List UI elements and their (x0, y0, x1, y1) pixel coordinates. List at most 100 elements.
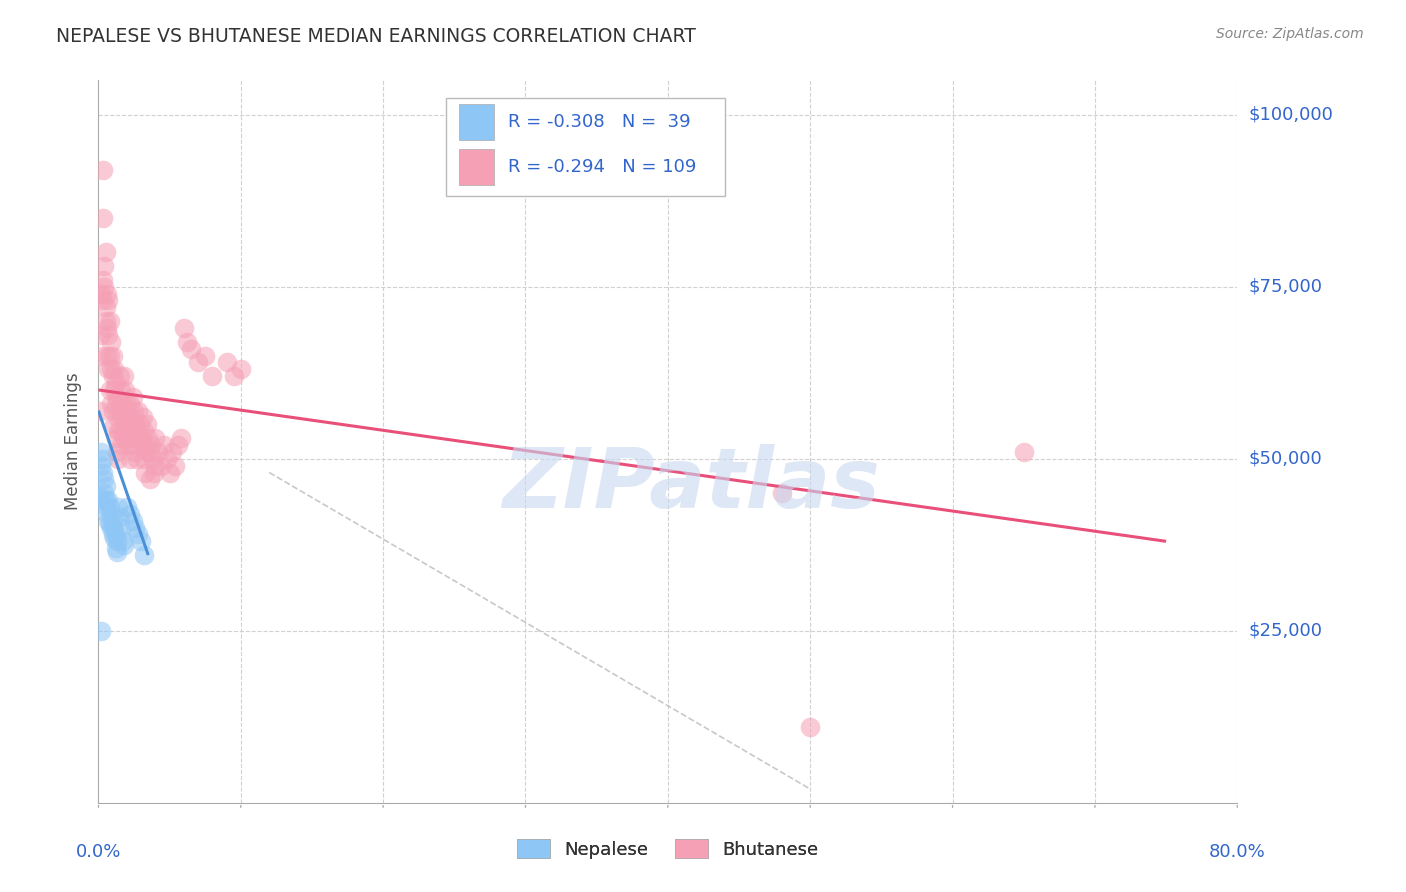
Point (134, 466, 156, 480)
Text: $75,000: $75,000 (1249, 277, 1323, 296)
Text: Source: ZipAtlas.com: Source: ZipAtlas.com (1216, 27, 1364, 41)
Point (89, 403, 111, 417)
Point (110, 383, 132, 397)
Point (138, 472, 160, 486)
Point (141, 451, 163, 466)
Point (107, 403, 129, 417)
Point (111, 424, 134, 438)
Point (105, 534, 128, 549)
Point (108, 397, 131, 411)
Text: ZIPatlas: ZIPatlas (502, 444, 880, 525)
Point (104, 376, 127, 390)
Point (128, 417, 150, 432)
Point (105, 410, 128, 425)
Point (108, 424, 131, 438)
Point (89, 493, 111, 508)
Point (148, 445, 170, 459)
Point (131, 438, 153, 452)
Point (105, 544, 128, 558)
Point (187, 355, 209, 369)
Point (112, 403, 135, 417)
Point (105, 445, 128, 459)
Point (159, 466, 181, 480)
Point (1012, 445, 1035, 459)
Point (156, 451, 179, 466)
Point (115, 500, 138, 514)
Text: $100,000: $100,000 (1249, 105, 1333, 124)
Point (121, 514, 143, 528)
Text: R = -0.294   N = 109: R = -0.294 N = 109 (509, 158, 697, 176)
Point (90, 286, 112, 301)
Point (131, 410, 153, 425)
Point (101, 403, 124, 417)
Point (103, 383, 125, 397)
Point (114, 417, 136, 432)
Point (124, 417, 146, 432)
Point (100, 507, 122, 521)
Point (91, 451, 114, 466)
Point (101, 369, 124, 384)
Point (93, 472, 115, 486)
Point (98, 349, 121, 363)
Point (118, 507, 141, 521)
Text: $25,000: $25,000 (1249, 622, 1323, 640)
Point (118, 424, 141, 438)
Point (110, 520, 132, 534)
Point (127, 403, 149, 417)
Point (114, 383, 136, 397)
Point (100, 334, 122, 349)
Text: $50,000: $50,000 (1249, 450, 1322, 467)
Point (129, 431, 152, 445)
Point (89, 490, 111, 504)
Point (90, 624, 112, 638)
Point (101, 527, 124, 541)
Point (97, 327, 120, 342)
Point (139, 438, 162, 452)
Point (173, 321, 195, 335)
Point (229, 362, 252, 376)
Point (124, 445, 146, 459)
Point (108, 369, 131, 384)
Point (98, 383, 121, 397)
Point (94, 314, 117, 328)
Point (104, 431, 127, 445)
Point (97, 293, 120, 308)
Point (112, 369, 135, 384)
Point (120, 410, 142, 425)
Point (170, 431, 193, 445)
Point (97, 362, 120, 376)
Point (107, 500, 129, 514)
Point (91, 466, 114, 480)
Point (98, 500, 121, 514)
Point (98, 314, 121, 328)
Point (91, 293, 114, 308)
Point (118, 397, 141, 411)
Point (110, 410, 132, 425)
Point (91, 211, 114, 225)
Point (97, 514, 120, 528)
Point (91, 162, 114, 177)
Point (222, 369, 245, 384)
Point (94, 245, 117, 260)
Point (103, 417, 125, 432)
Point (194, 349, 217, 363)
Point (90, 349, 112, 363)
Point (103, 520, 125, 534)
Point (94, 301, 117, 315)
Point (96, 500, 118, 514)
Point (142, 466, 165, 480)
Point (101, 514, 124, 528)
Point (117, 410, 139, 425)
Point (104, 527, 127, 541)
Point (132, 451, 155, 466)
Point (93, 259, 115, 273)
Point (94, 493, 117, 508)
Point (215, 355, 238, 369)
Text: NEPALESE VS BHUTANESE MEDIAN EARNINGS CORRELATION CHART: NEPALESE VS BHUTANESE MEDIAN EARNINGS CO… (56, 27, 696, 45)
Point (118, 451, 141, 466)
Point (94, 479, 117, 493)
FancyBboxPatch shape (446, 98, 725, 196)
Point (162, 445, 184, 459)
Point (104, 397, 127, 411)
Point (107, 451, 129, 466)
